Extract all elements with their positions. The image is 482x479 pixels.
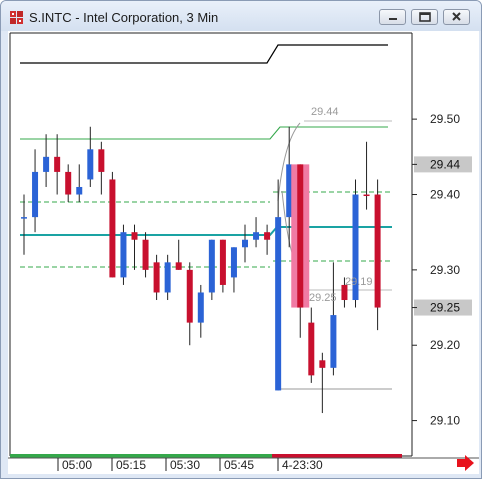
candle-body[interactable]	[341, 284, 348, 301]
price-marker-label: 29.25	[430, 301, 460, 315]
candle-body[interactable]	[98, 149, 105, 172]
candle-body[interactable]	[330, 315, 337, 368]
candle-body[interactable]	[164, 262, 171, 293]
time-axis[interactable]: 05:00 05:15 05:30 05:45 4-23:30	[57, 458, 323, 472]
candle-body[interactable]	[308, 322, 315, 376]
y-tick-label: 29.20	[430, 338, 460, 352]
annotation-high-label: 29.44	[311, 106, 339, 118]
candle-body[interactable]	[197, 292, 204, 323]
candle-body[interactable]	[65, 171, 72, 195]
candle-body[interactable]	[43, 156, 50, 172]
close-icon	[452, 12, 461, 21]
session-bar-red	[272, 454, 402, 458]
green-upper-line	[20, 126, 388, 140]
price-axis[interactable]: 29.50 29.40 29.30 29.20 29.10	[412, 112, 460, 428]
candle-body[interactable]	[275, 217, 282, 391]
candle-body[interactable]	[21, 217, 27, 219]
teal-mid-line	[20, 226, 392, 236]
y-tick-label: 29.40	[430, 188, 460, 202]
x-tick-label: 4-23:30	[282, 458, 323, 472]
maximize-icon	[419, 12, 431, 22]
price-marker-box	[414, 156, 472, 173]
green-dashed-lower	[20, 260, 392, 268]
scroll-right-arrow-icon[interactable]	[457, 455, 474, 471]
candle-body[interactable]	[230, 247, 237, 278]
x-tick-label: 05:45	[224, 458, 254, 472]
candle-body[interactable]	[120, 232, 127, 278]
candle-body[interactable]	[286, 164, 293, 218]
candle-body[interactable]	[175, 262, 182, 270]
green-dashed-upper	[20, 191, 392, 203]
candle-body[interactable]	[208, 239, 215, 293]
candle-body[interactable]	[374, 194, 381, 308]
minimize-icon	[389, 18, 397, 20]
candle-body[interactable]	[32, 171, 39, 218]
candle-body[interactable]	[142, 239, 149, 270]
chart-area[interactable]: 29.44 29.25 29.19 29.50 29.40 29.30 29.20 29…	[8, 31, 479, 474]
candle-body[interactable]	[76, 186, 83, 195]
y-tick-label: 29.50	[430, 112, 460, 126]
candle-body[interactable]	[54, 156, 61, 172]
candlestick-chart[interactable]: 29.44 29.25 29.19 29.5029.4029.3029.2029…	[8, 31, 479, 474]
upper-indicator-line	[20, 44, 388, 64]
session-bar-green	[10, 454, 272, 458]
annotation-low-label: 29.25	[309, 292, 337, 304]
candle-body[interactable]	[319, 360, 326, 368]
app-icon	[10, 11, 23, 24]
candle-body[interactable]	[242, 239, 248, 248]
minimize-button[interactable]	[379, 9, 406, 25]
candle-body[interactable]	[186, 269, 193, 323]
price-marker-label: 29.44	[430, 157, 460, 171]
candles-group	[21, 126, 381, 414]
candle-body[interactable]	[153, 262, 160, 293]
close-button[interactable]	[443, 9, 470, 25]
maximize-button[interactable]	[411, 9, 438, 25]
annotation-low2-label: 29.19	[345, 276, 373, 288]
candle-body[interactable]	[131, 232, 138, 240]
candle-body[interactable]	[264, 232, 271, 240]
candle-body[interactable]	[109, 179, 116, 278]
y-tick-label: 29.30	[430, 263, 460, 277]
price-markers: 29.44 29.25	[412, 156, 472, 316]
candle-body[interactable]	[363, 194, 370, 197]
price-marker-box	[414, 299, 472, 316]
x-tick-label: 05:30	[170, 458, 200, 472]
candle-body[interactable]	[352, 194, 359, 301]
x-tick-label: 05:00	[62, 458, 92, 472]
candle-body[interactable]	[253, 232, 260, 240]
window-title: S.INTC - Intel Corporation, 3 Min	[29, 10, 219, 25]
y-tick-label: 29.10	[430, 414, 460, 428]
x-tick-label: 05:15	[116, 458, 146, 472]
candle-body[interactable]	[87, 149, 94, 180]
title-bar[interactable]: S.INTC - Intel Corporation, 3 Min	[1, 1, 481, 31]
candle-body[interactable]	[219, 239, 226, 285]
candle-body[interactable]	[297, 164, 304, 308]
